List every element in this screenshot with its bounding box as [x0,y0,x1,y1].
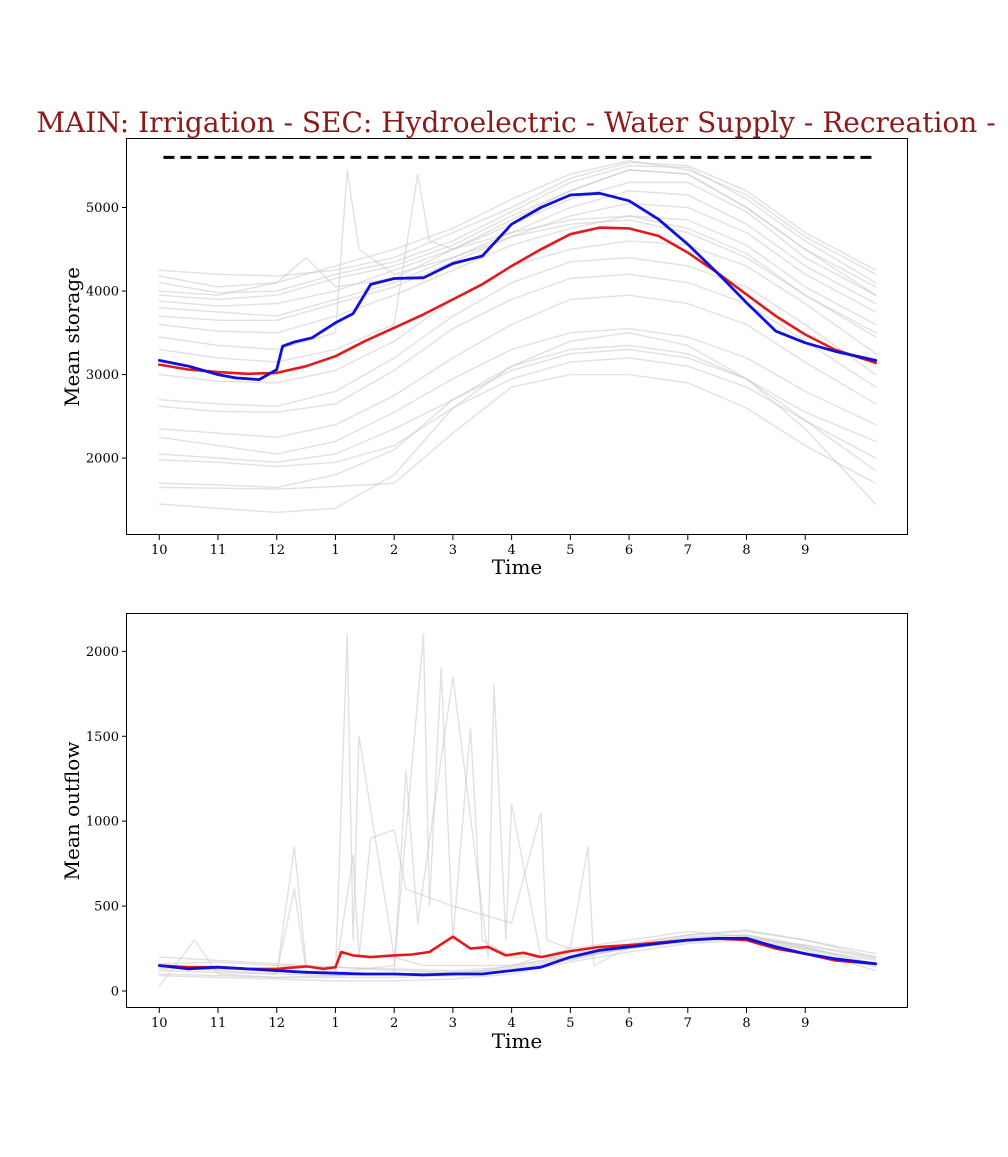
outflow-x-tick-label: 12 [268,1016,285,1031]
outflow-x-tick-label: 10 [151,1016,168,1031]
outflow-y-ticks: 0 500 1000 1500 2000 [86,645,127,1000]
storage-y-axis-label: Mean storage [60,267,84,407]
outflow-x-tick-label: 5 [566,1016,574,1031]
outflow-gray-line-2 [158,633,877,973]
storage-gray-line-17 [158,357,877,468]
outflow-x-tick-label: 4 [507,1016,515,1031]
storage-gray-line-15 [158,327,877,455]
outflow-x-ticks: 10 11 12 1 2 3 4 5 6 7 8 9 [151,1008,809,1031]
storage-x-tick-label: 12 [268,543,285,558]
storage-x-tick-label: 1 [331,543,339,558]
storage-x-tick-label: 7 [684,543,692,558]
outflow-y-tick-label: 1500 [86,730,119,745]
storage-gray-line-10 [158,173,877,363]
storage-blue-line [157,191,878,382]
outflow-x-tick-label: 11 [210,1016,227,1031]
storage-x-tick-label: 10 [151,543,168,558]
outflow-x-axis-label: Time [492,1029,543,1053]
storage-gray-series [158,159,877,514]
storage-plot-frame [126,138,908,535]
storage-gray-line-3 [158,164,877,294]
outflow-x-tick-label: 2 [390,1016,398,1031]
storage-main-series [157,155,878,382]
storage-x-ticks: 10 11 12 1 2 3 4 5 6 7 8 9 [151,535,809,558]
outflow-x-tick-label: 9 [801,1016,809,1031]
storage-x-tick-label: 5 [566,543,574,558]
storage-x-tick-label: 11 [210,543,227,558]
outflow-gray-line-3 [158,676,877,977]
storage-y-tick-label: 5000 [86,201,119,216]
outflow-y-tick-label: 2000 [86,645,119,660]
outflow-y-axis-label: Mean outflow [60,742,84,881]
outflow-gray-line-7 [158,929,877,972]
outflow-y-tick-label: 500 [94,900,119,915]
outflow-x-tick-label: 3 [449,1016,457,1031]
chart-title: MAIN: Irrigation - SEC: Hydroelectric - … [36,106,995,139]
storage-y-tick-label: 3000 [86,368,119,383]
storage-gray-line-19 [158,373,877,490]
outflow-y-tick-label: 0 [111,985,119,1000]
outflow-x-tick-label: 1 [331,1016,339,1031]
storage-x-tick-label: 3 [449,543,457,558]
outflow-x-tick-label: 6 [625,1016,633,1031]
storage-gray-line-21 [158,169,877,296]
storage-y-ticks: 2000 3000 4000 5000 [86,201,127,467]
storage-x-tick-label: 6 [625,543,633,558]
outflow-gray-line-1 [158,633,877,975]
outflow-y-tick-label: 1000 [86,815,119,830]
outflow-x-tick-label: 7 [684,1016,692,1031]
storage-y-tick-label: 2000 [86,452,119,467]
storage-gray-line-5 [158,181,877,307]
outflow-main-series [157,935,878,977]
storage-red-line [158,226,878,376]
outflow-plot-frame [126,613,908,1008]
storage-x-tick-label: 2 [390,543,398,558]
storage-x-tick-label: 8 [742,543,750,558]
storage-x-axis-label: Time [492,555,543,579]
storage-y-tick-label: 4000 [86,285,119,300]
storage-gray-line-1 [158,161,877,277]
outflow-blue-line [157,937,878,977]
storage-gray-line-12 [158,256,877,407]
storage-x-tick-label: 9 [801,543,809,558]
storage-x-tick-label: 4 [507,543,515,558]
storage-gray-line-8 [158,215,877,334]
storage-gray-line-14 [158,294,877,438]
outflow-gray-series [158,633,877,987]
storage-gray-line-20 [158,332,877,514]
storage-gray-line-9 [158,169,877,351]
outflow-x-tick-label: 8 [742,1016,750,1031]
